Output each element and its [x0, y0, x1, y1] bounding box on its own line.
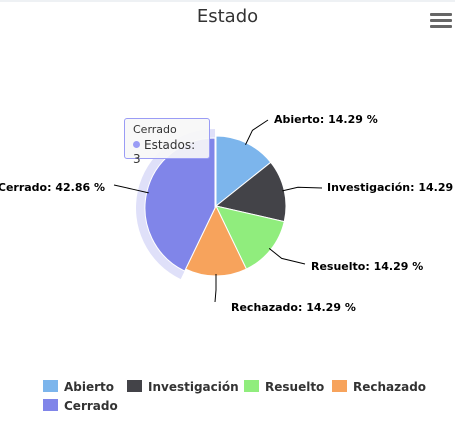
tooltip-row: Estados: 3 [133, 138, 196, 166]
legend-item-rechazado[interactable]: Rechazado [332, 380, 426, 394]
tooltip-title: Cerrado [133, 123, 177, 136]
label-connector-rechazado [214, 274, 217, 303]
hamburger-menu-icon[interactable] [430, 13, 452, 31]
legend-swatch-resuelto [244, 380, 259, 392]
legend-item-resuelto[interactable]: Resuelto [244, 380, 324, 394]
label-connector-cerrado [113, 184, 149, 194]
legend-swatch-investigacion [127, 380, 142, 392]
legend-label-abierto: Abierto [64, 380, 114, 394]
legend-swatch-cerrado [43, 399, 58, 411]
legend-label-resuelto: Resuelto [265, 380, 324, 394]
data-label-resuelto: Resuelto: 14.29 % [311, 260, 423, 273]
tooltip-series-name: Estados [144, 138, 192, 152]
legend-item-abierto[interactable]: Abierto [43, 380, 114, 394]
data-label-rechazado: Rechazado: 14.29 % [231, 301, 356, 314]
legend-label-investigacion: Investigación [148, 380, 239, 394]
legend-label-rechazado: Rechazado [353, 380, 426, 394]
top-border [0, 0, 455, 2]
legend: Abierto Investigación Resuelto Rechazado Cer… [43, 380, 426, 413]
legend-swatch-abierto [43, 380, 58, 392]
chart-title: Estado [196, 6, 259, 27]
data-label-abierto: Abierto: 14.29 % [274, 113, 378, 126]
legend-label-cerrado: Cerrado [64, 399, 118, 413]
data-label-investigacion: Investigación: 14.29 % [327, 181, 455, 194]
data-label-cerrado: Cerrado: 42.86 % [0, 181, 105, 194]
legend-swatch-rechazado [332, 380, 347, 392]
tooltip-value: 3 [133, 152, 141, 166]
tooltip: Cerrado Estados: 3 [124, 118, 210, 166]
tooltip-series-dot [133, 141, 140, 148]
label-connector-abierto [245, 119, 269, 145]
legend-item-cerrado[interactable]: Cerrado [43, 399, 118, 413]
data-labels: Abierto: 14.29 % Investigación: 14.29 % Re… [0, 113, 455, 314]
legend-item-investigacion[interactable]: Investigación [127, 380, 239, 394]
label-connector-resuelto [268, 248, 306, 265]
label-connector-investigacion [282, 186, 323, 192]
